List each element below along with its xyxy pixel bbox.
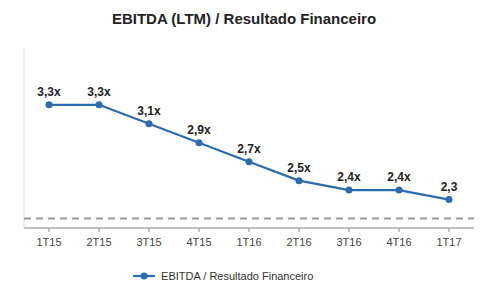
point <box>296 177 303 184</box>
data-label: 2,3 <box>441 180 458 194</box>
x-tick-label: 2T15 <box>86 236 111 248</box>
x-tick-label: 3T15 <box>136 236 161 248</box>
line <box>49 105 449 200</box>
x-tick-label: 3T16 <box>336 236 361 248</box>
point <box>46 101 53 108</box>
x-tick <box>149 228 150 232</box>
point <box>146 120 153 127</box>
x-tick-label: 2T16 <box>286 236 311 248</box>
data-label: 2,4x <box>387 170 411 184</box>
data-label: 2,7x <box>237 142 261 156</box>
data-labels: 3,3x 3,3x 3,1x 2,9x 2,7x 2,5x 2,4x 2,4x 2,3 <box>37 85 457 194</box>
legend-marker <box>141 273 148 280</box>
point <box>196 139 203 146</box>
data-label: 2,5x <box>287 161 311 175</box>
y-axis <box>24 48 25 228</box>
data-label: 3,3x <box>87 85 111 99</box>
title: EBITDA (LTM) / Resultado Financeiro <box>112 10 376 27</box>
legend-label: EBITDA / Resultado Financeiro <box>161 270 313 282</box>
reference-line <box>24 218 474 220</box>
legend: EBITDA / Resultado Financeiro <box>133 270 313 282</box>
x-tick <box>49 228 50 232</box>
x-tick <box>249 228 250 232</box>
point <box>96 101 103 108</box>
point <box>246 158 253 165</box>
x-tick-label: 4T15 <box>186 236 211 248</box>
x-tick <box>449 228 450 232</box>
plot-area <box>24 101 474 218</box>
point <box>396 187 403 194</box>
data-label: 2,4x <box>337 170 361 184</box>
data-label: 3,3x <box>37 85 61 99</box>
x-tick-label: 1T16 <box>236 236 261 248</box>
x-tick-label: 1T15 <box>36 236 61 248</box>
x-tick <box>99 228 100 232</box>
point <box>446 196 453 203</box>
x-tick-label: 1T17 <box>436 236 461 248</box>
point <box>346 187 353 194</box>
chart: EBITDA (LTM) / Resultado Financeiro 1T15 2… <box>0 0 488 300</box>
x-tick <box>399 228 400 232</box>
x-tick <box>199 228 200 232</box>
x-tick-label: 4T16 <box>386 236 411 248</box>
x-tick <box>299 228 300 232</box>
data-label: 2,9x <box>187 123 211 137</box>
x-tick <box>349 228 350 232</box>
data-label: 3,1x <box>137 104 161 118</box>
